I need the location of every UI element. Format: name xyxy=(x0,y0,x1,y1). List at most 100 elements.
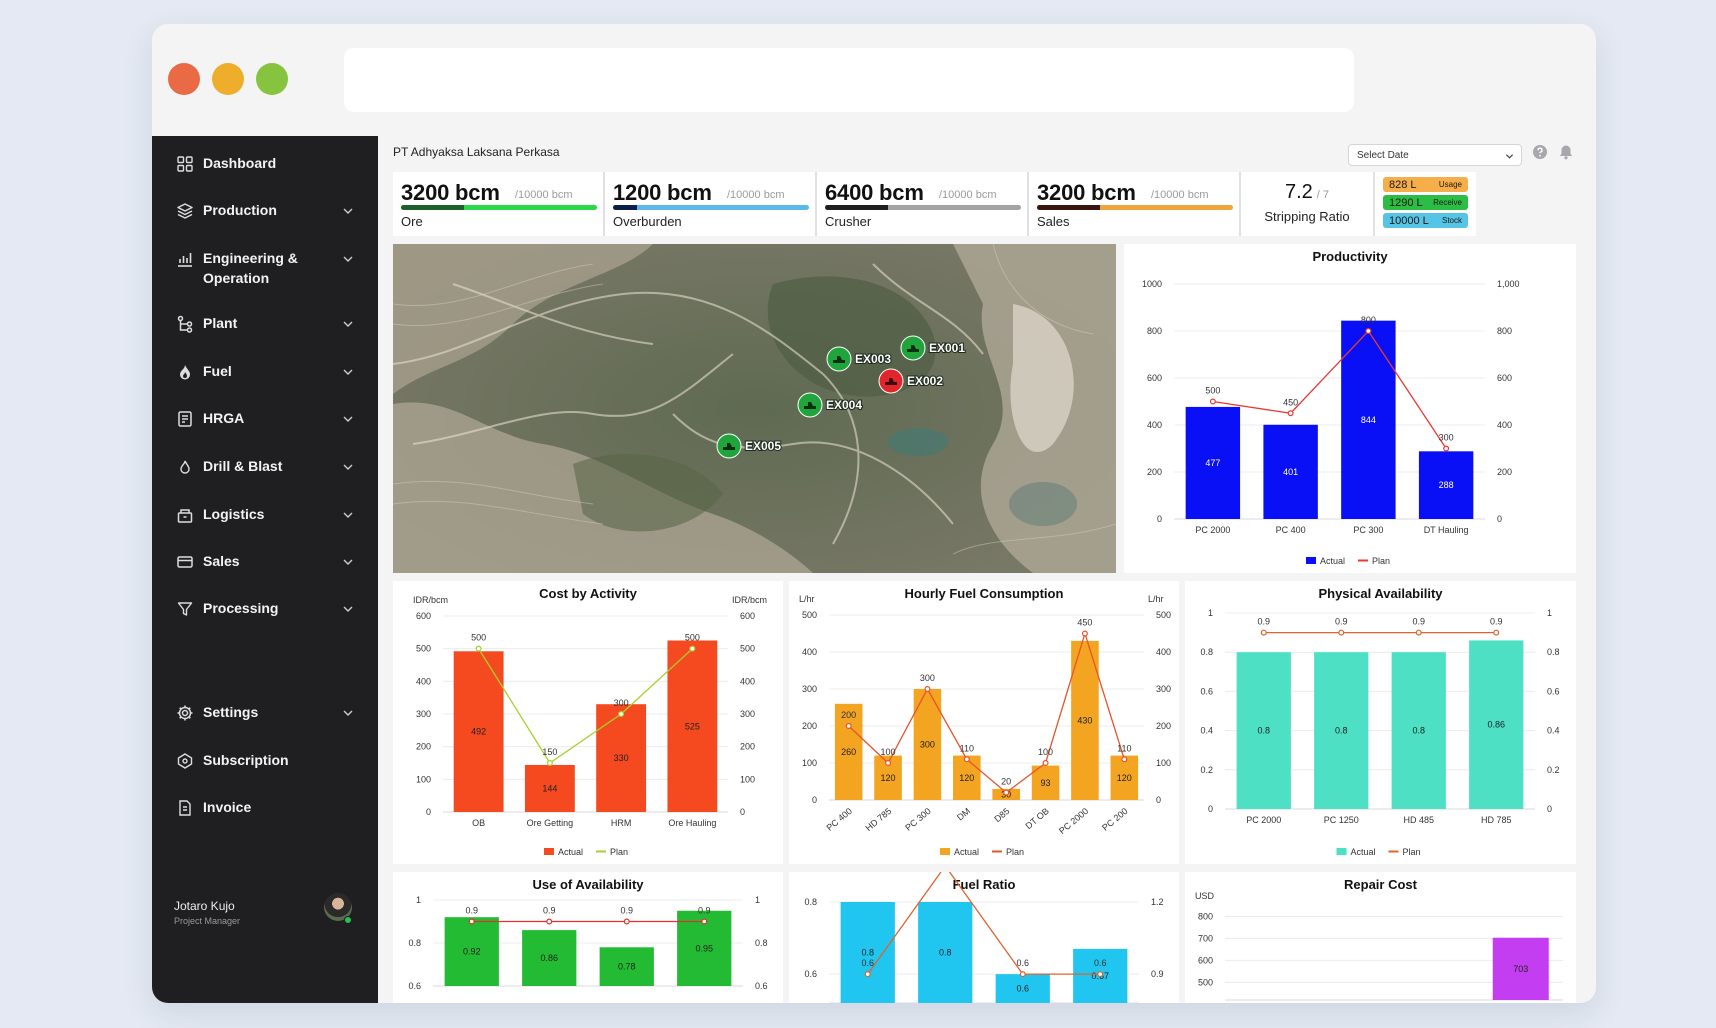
plan-value-label: 300 xyxy=(920,673,935,683)
x-tick-label: HD 785 xyxy=(864,806,894,833)
y2-tick-label: 200 xyxy=(740,742,755,752)
legend-label-actual: Actual xyxy=(1351,847,1376,857)
sidebar-item-settings[interactable]: Settings xyxy=(176,702,354,742)
help-icon[interactable] xyxy=(1532,144,1548,160)
site-map[interactable]: EX001 EX002 EX003 EX004 xyxy=(393,244,1116,573)
bar xyxy=(1314,652,1369,809)
map-marker-ex002[interactable]: EX002 xyxy=(878,368,944,394)
kpi-target: /10000 bcm xyxy=(1151,189,1209,201)
bar xyxy=(596,704,647,812)
y-tick-label: 0.8 xyxy=(408,938,421,948)
sidebar-item-label: Plant xyxy=(203,315,238,331)
chevron-down-icon xyxy=(343,321,353,327)
sidebar-item-label: Invoice xyxy=(203,799,252,815)
legend-label-plan: Plan xyxy=(1006,847,1024,857)
maximize-window-button[interactable] xyxy=(256,63,288,95)
y2-tick-label: 400 xyxy=(1156,647,1171,657)
bar xyxy=(1492,937,1549,1000)
kpi-ore: 3200 bcm /10000 bcm Ore xyxy=(393,172,605,236)
bar xyxy=(1469,640,1524,809)
fire-icon xyxy=(180,460,190,474)
sidebar-item-hrga[interactable]: HRGA xyxy=(176,408,354,448)
sidebar-item-label: Engineering & Operation xyxy=(203,250,298,286)
kpi-name: Sales xyxy=(1037,214,1070,229)
map-marker-ex001[interactable]: EX001 xyxy=(900,335,966,361)
sidebar-item-processing[interactable]: Processing xyxy=(176,598,354,638)
y-tick-label: 0.6 xyxy=(408,981,421,991)
bar-value-label: 120 xyxy=(959,773,974,783)
y-tick-label: 0.2 xyxy=(1200,765,1213,775)
use-of-availability-chart-panel: Use of Availability 0.6 0.6 0.8 0.8 1 1 0.92 0.… xyxy=(393,872,783,1003)
sidebar-item-plant[interactable]: Plant xyxy=(176,313,354,353)
plan-point xyxy=(1042,760,1049,767)
chart-title: Repair Cost xyxy=(1344,877,1417,892)
y2-tick-label: 0.4 xyxy=(1547,726,1560,736)
map-marker-ex003[interactable]: EX003 xyxy=(826,346,892,372)
bar xyxy=(1236,652,1291,809)
hourly-fuel-consumption-chart-panel: Hourly Fuel Consumption 0 0 100 100 200 200 30… xyxy=(789,581,1179,864)
plan-point xyxy=(689,645,696,652)
y-tick-label: 0 xyxy=(1208,804,1213,814)
satellite-map-image: EX001 EX002 EX003 EX004 xyxy=(393,244,1116,573)
main-content: PT Adhyaksa Laksana Perkasa Select Date … xyxy=(378,136,1596,1003)
chevron-down-icon xyxy=(343,369,353,375)
y2-tick-label: 1 xyxy=(1547,608,1552,618)
y-tick-label: 0.4 xyxy=(1200,726,1213,736)
bar xyxy=(918,902,973,1003)
plan-point xyxy=(1365,327,1372,334)
sidebar-item-invoice[interactable]: Invoice xyxy=(176,797,354,837)
y-axis-label: IDR/bcm xyxy=(413,595,448,605)
minimize-window-button[interactable] xyxy=(212,63,244,95)
legend-label-plan: Plan xyxy=(1403,847,1421,857)
date-select[interactable]: Select Date xyxy=(1348,144,1522,166)
chart-title: Cost by Activity xyxy=(539,586,637,601)
chevron-down-icon xyxy=(343,559,353,565)
fuel-stock-pill: 10000 L Stock xyxy=(1383,213,1468,228)
legend-swatch-actual xyxy=(1306,557,1316,564)
cost-by-activity-chart: 0 0 100 100 200 200 300 300 400 400 500 500 600 600 ID… xyxy=(413,595,767,857)
x-tick-label: HD 485 xyxy=(1403,815,1434,825)
sidebar-item-production[interactable]: Production xyxy=(176,200,354,240)
grid-icon xyxy=(177,156,193,172)
kpi-progress-bar xyxy=(613,205,809,210)
kpi-sales: 3200 bcm /10000 bcm Sales xyxy=(1029,172,1241,236)
sidebar-item-sales[interactable]: Sales xyxy=(176,551,354,591)
user-profile[interactable]: Jotaro Kujo Project Manager xyxy=(174,899,240,926)
sidebar-item-subscription[interactable]: Subscription xyxy=(176,750,354,790)
y-tick-label: 700 xyxy=(1198,933,1213,943)
filter-icon xyxy=(177,602,193,616)
fuel-label: Receive xyxy=(1433,198,1462,207)
x-tick-label: DT OB xyxy=(1023,806,1050,831)
map-marker-ex005[interactable]: EX005 xyxy=(716,433,782,459)
sidebar-item-drill-blast[interactable]: Drill & Blast xyxy=(176,456,354,496)
sidebar-item-label: HRGA xyxy=(203,410,245,426)
plan-point xyxy=(1019,971,1026,978)
bar-value-label: 0.6 xyxy=(1016,984,1029,994)
y-tick-label: 800 xyxy=(1198,911,1213,921)
sidebar-item-dashboard[interactable]: Dashboard xyxy=(176,153,354,193)
y2-tick-label: 400 xyxy=(1497,420,1512,430)
plan-value-label: 0.9 xyxy=(465,906,478,916)
kpi-overburden: 1200 bcm /10000 bcm Overburden xyxy=(605,172,817,236)
sidebar-item-engineering-operation[interactable]: Engineering & Operation xyxy=(176,248,354,298)
plan-value-label: 300 xyxy=(614,698,629,708)
plan-point xyxy=(1493,629,1500,636)
plan-point xyxy=(1097,971,1104,978)
y2-tick-label: 300 xyxy=(740,709,755,719)
address-bar[interactable] xyxy=(344,48,1354,112)
sidebar-item-logistics[interactable]: Logistics xyxy=(176,504,354,544)
close-window-button[interactable] xyxy=(168,63,200,95)
sidebar-item-fuel[interactable]: Fuel xyxy=(176,361,354,401)
map-marker-ex004[interactable]: EX004 xyxy=(797,392,863,418)
kpi-name: Ore xyxy=(401,214,423,229)
bell-icon[interactable] xyxy=(1558,144,1574,160)
x-tick-label: DT Hauling xyxy=(1424,525,1469,535)
credit-card-icon xyxy=(177,556,193,568)
y-tick-label: 600 xyxy=(1147,373,1162,383)
fuel-receive-pill: 1290 L Receive xyxy=(1383,195,1468,210)
bar xyxy=(667,640,718,812)
kpi-target: /10000 bcm xyxy=(939,189,997,201)
plan-point xyxy=(468,918,475,925)
bar xyxy=(1185,406,1241,519)
sidebar-item-label: Logistics xyxy=(203,506,265,522)
